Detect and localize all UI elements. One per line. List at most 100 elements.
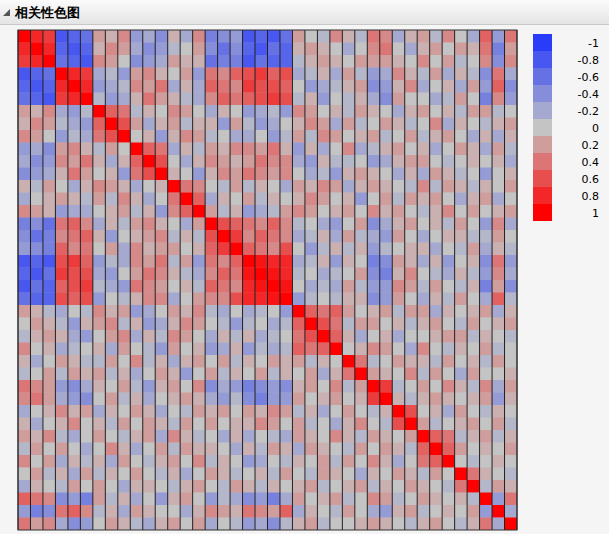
cell: [55, 180, 68, 193]
cell: [292, 455, 305, 468]
cell: [342, 193, 355, 206]
cell: [405, 480, 418, 493]
cell: [342, 380, 355, 393]
cell: [430, 30, 443, 43]
cell: [18, 30, 31, 43]
cell: [180, 218, 193, 231]
cell: [392, 418, 405, 431]
cell: [43, 255, 56, 268]
cell: [292, 130, 305, 143]
cell: [205, 368, 218, 381]
cell: [230, 430, 243, 443]
cell: [355, 430, 368, 443]
cell: [442, 505, 455, 518]
cell: [130, 30, 143, 43]
cell: [168, 68, 181, 81]
cell: [180, 105, 193, 118]
cell: [442, 330, 455, 343]
column-separator: [142, 30, 143, 530]
cell: [230, 318, 243, 331]
cell: [193, 443, 206, 456]
cell: [18, 305, 31, 318]
cell: [292, 230, 305, 243]
cell: [317, 380, 330, 393]
cell: [330, 143, 343, 156]
cell: [492, 68, 505, 81]
cell: [105, 343, 118, 356]
cell: [68, 293, 81, 306]
cell: [505, 255, 517, 268]
cell: [130, 68, 143, 81]
cell: [55, 143, 68, 156]
cell: [442, 418, 455, 431]
cell: [355, 305, 368, 318]
cell: [230, 330, 243, 343]
cell: [230, 105, 243, 118]
cell: [55, 343, 68, 356]
cell: [30, 193, 43, 206]
header-border: [0, 24, 609, 25]
cell: [342, 230, 355, 243]
cell: [505, 380, 517, 393]
cell: [430, 318, 443, 331]
cell: [317, 243, 330, 256]
cell: [480, 218, 493, 231]
cell: [205, 218, 218, 231]
cell: [118, 505, 131, 518]
cell: [405, 293, 418, 306]
cell: [68, 518, 81, 531]
cell: [105, 143, 118, 156]
cell: [380, 355, 393, 368]
cell: [330, 130, 343, 143]
cell: [317, 518, 330, 531]
cell: [55, 105, 68, 118]
cell: [430, 280, 443, 293]
cell: [405, 30, 418, 43]
cell: [93, 343, 106, 356]
cell: [330, 380, 343, 393]
cell: [330, 355, 343, 368]
cell: [218, 518, 231, 531]
cell: [430, 293, 443, 306]
column-separator: [504, 30, 505, 530]
cell: [130, 43, 143, 56]
cell: [442, 255, 455, 268]
cell: [168, 118, 181, 131]
cell: [55, 468, 68, 481]
cell: [405, 493, 418, 506]
cell: [68, 280, 81, 293]
colorbar-swatch: [533, 85, 552, 102]
cell: [305, 30, 318, 43]
cell: [442, 430, 455, 443]
cell: [317, 343, 330, 356]
cell: [93, 455, 106, 468]
cell: [68, 505, 81, 518]
cell: [243, 243, 256, 256]
cell: [355, 30, 368, 43]
cell: [355, 155, 368, 168]
cell: [230, 43, 243, 56]
cell: [143, 55, 156, 68]
cell: [168, 430, 181, 443]
cell: [18, 68, 31, 81]
cell: [118, 443, 131, 456]
cell: [105, 268, 118, 281]
cell: [105, 155, 118, 168]
cell: [268, 230, 281, 243]
cell: [268, 218, 281, 231]
disclosure-icon[interactable]: [3, 9, 10, 16]
cell: [305, 255, 318, 268]
cell: [392, 68, 405, 81]
cell: [430, 155, 443, 168]
cell: [43, 93, 56, 106]
cell: [255, 243, 268, 256]
cell: [330, 168, 343, 181]
cell: [205, 230, 218, 243]
cell: [243, 330, 256, 343]
cell: [130, 518, 143, 531]
cell: [80, 518, 93, 531]
cell: [105, 218, 118, 231]
cell: [467, 105, 480, 118]
cell: [230, 455, 243, 468]
cell: [118, 268, 131, 281]
